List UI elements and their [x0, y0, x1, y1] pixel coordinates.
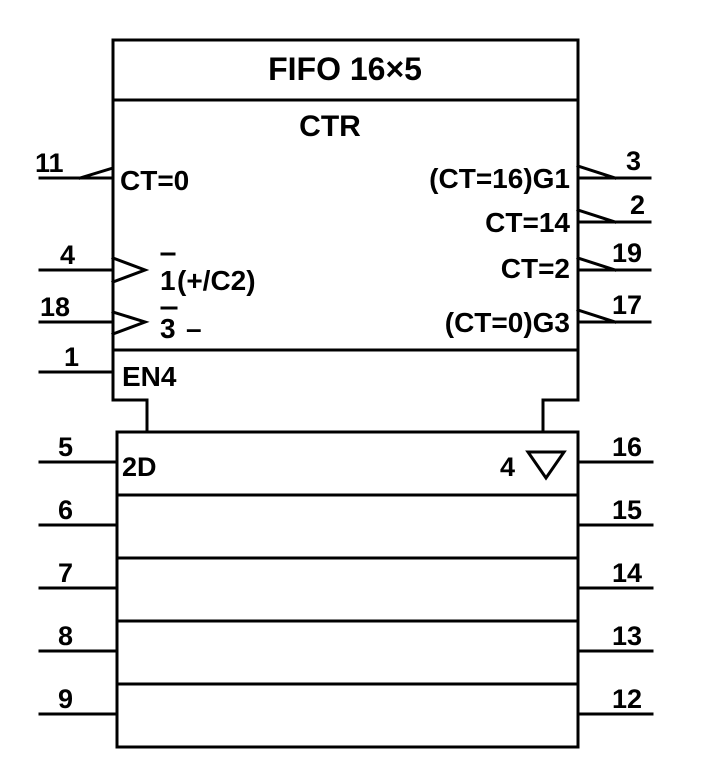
output-polarity-2-icon [576, 208, 617, 224]
label-full: (CT=16)G1 [429, 163, 570, 194]
header-box [111, 38, 580, 102]
open-triangle-down-icon [525, 450, 567, 481]
data-output-pin-number: 13 [612, 621, 642, 651]
output-polarity-19-icon [576, 256, 617, 272]
pin-18-number: 18 [40, 292, 70, 322]
dynamic-input-4-icon [111, 256, 150, 284]
pin-4-number: 4 [60, 240, 75, 270]
data-output-pin-number: 14 [612, 558, 642, 588]
pin-1-number: 1 [64, 342, 79, 372]
data-input-pin-number: 7 [58, 558, 73, 588]
label-empty: (CT=0)G3 [445, 307, 570, 338]
label-ct-2: CT=2 [501, 253, 570, 284]
pin-17-number: 17 [612, 290, 642, 320]
dynamic-input-11-icon [78, 165, 115, 190]
pin-19-number: 19 [612, 238, 642, 268]
qualifier-ctr: CTR [299, 110, 361, 143]
data-output-pin-number: 15 [612, 495, 642, 525]
pin-2-number: 2 [630, 190, 645, 220]
storage-array: 5 16 6 15 7 14 8 13 9 12 [38, 430, 654, 749]
data-input-pin-number: 8 [58, 621, 73, 651]
pin-11-number: 11 [35, 148, 64, 178]
pin-3-number: 3 [626, 146, 641, 176]
label-en4: EN4 [122, 361, 177, 392]
enable-section-outline [111, 348, 580, 434]
label-count-up-num: 1 [160, 265, 176, 296]
label-ct-14: CT=14 [485, 207, 570, 238]
label-count-up-rest: (+/C2) [177, 265, 256, 296]
label-count-down-rest: – [186, 313, 202, 344]
dynamic-input-18-icon [111, 310, 150, 336]
label-output-4: 4 [500, 452, 515, 482]
data-output-pin-number: 16 [612, 432, 642, 462]
output-polarity-17-icon [576, 308, 617, 324]
control-block [111, 98, 580, 352]
label-2d: 2D [122, 452, 157, 482]
header-title: FIFO 16×5 [268, 51, 422, 87]
storage-cell [115, 619, 580, 686]
data-input-pin-number: 6 [58, 495, 73, 525]
storage-cell [115, 682, 580, 749]
data-input-pin-number: 9 [58, 684, 73, 714]
data-output-pin-number: 12 [612, 684, 642, 714]
label-ct-0: CT=0 [120, 165, 189, 196]
output-polarity-3-icon [576, 164, 617, 180]
data-input-pin-number: 5 [58, 432, 73, 462]
storage-cell [115, 493, 580, 560]
storage-cell [115, 556, 580, 623]
label-count-down-num: 3 [160, 313, 176, 344]
